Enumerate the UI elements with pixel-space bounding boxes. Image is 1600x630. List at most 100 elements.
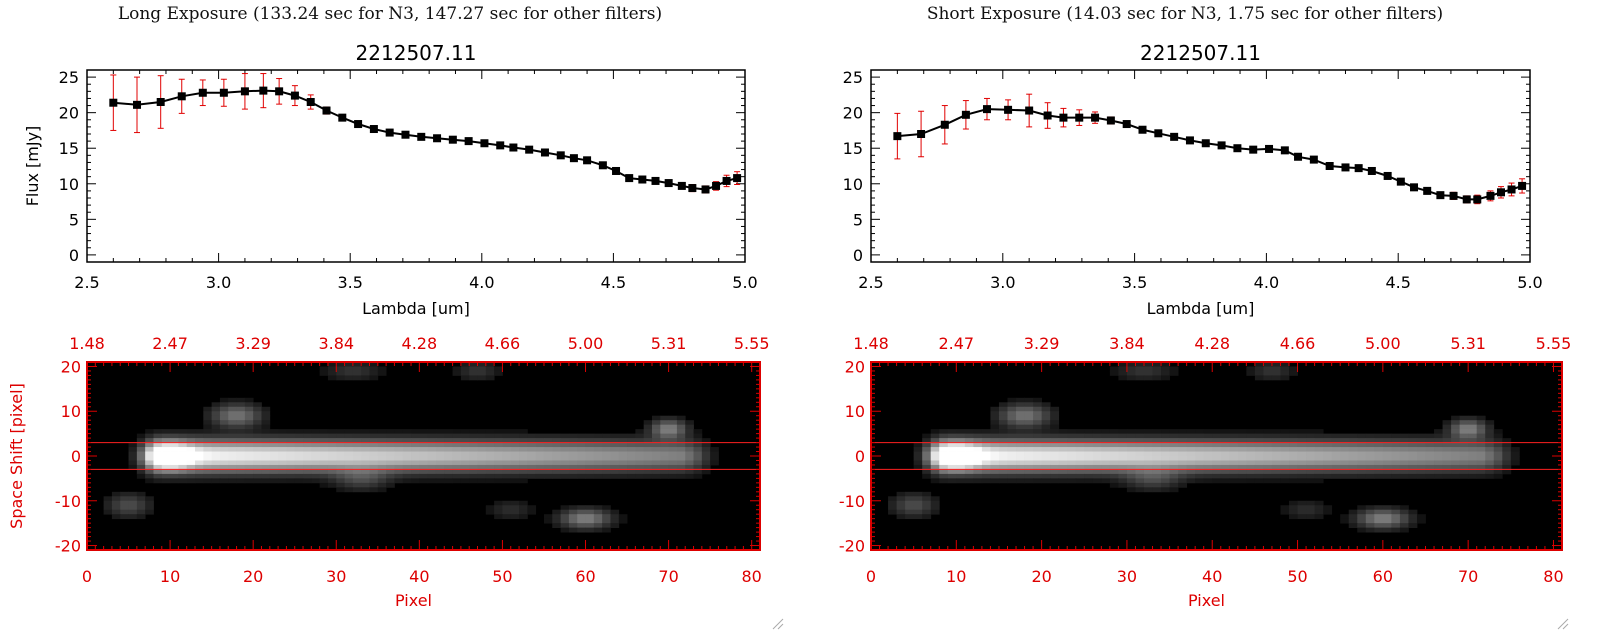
spectrum-title: 2212507.11 <box>1140 41 1261 65</box>
spectrum-plot: 2212507.11 2.5 3.0 3.5 4.0 4.5 5.0 0 5 10 15 20 25 La… <box>23 41 758 318</box>
y-tick-label: 20 <box>845 357 865 376</box>
y-tick-label: -20 <box>839 537 865 556</box>
flux-point <box>133 100 142 109</box>
y-tick-label: 25 <box>843 68 863 87</box>
long-exposure-plots: 2212507.112.5 3.0 3.5 4.0 4.5 5.00510152025La… <box>7 41 770 610</box>
flux-point <box>109 98 118 107</box>
short-exposure-title: Short Exposure (14.03 sec for N3, 1.75 s… <box>926 4 1444 24</box>
x-tick-label: 60 <box>575 567 595 586</box>
flux-point <box>1217 141 1226 150</box>
wavelength-tick-label: 5.00 <box>568 334 604 353</box>
x-tick-label: 0 <box>866 567 876 586</box>
image-pixels <box>103 362 719 533</box>
x-tick-label: 3.5 <box>1122 273 1147 292</box>
y-tick-label: 10 <box>845 402 865 421</box>
flux-point <box>1059 113 1068 122</box>
flux-point <box>1497 188 1506 197</box>
y-tick-label: 0 <box>69 246 79 265</box>
y-tick-label: 0 <box>71 447 81 466</box>
long-exposure-title: Long Exposure (133.24 sec for N3, 147.27… <box>117 4 663 24</box>
wavelength-tick-label: 5.31 <box>1450 334 1486 353</box>
flux-point <box>1354 164 1363 173</box>
wavelength-tick-label: 5.31 <box>651 334 687 353</box>
wavelength-tick-label: 5.00 <box>1365 334 1401 353</box>
flux-point <box>677 181 686 190</box>
x-tick-label: 40 <box>409 567 429 586</box>
flux-point <box>540 148 549 157</box>
x-axis-label: Pixel <box>395 591 432 610</box>
x-tick-label: 3.0 <box>206 273 231 292</box>
x-tick-label: 70 <box>658 567 678 586</box>
flux-point <box>1154 129 1163 138</box>
flux-point <box>1462 195 1471 204</box>
spectrum-axes-frame <box>86 69 746 263</box>
y-tick-label: 15 <box>59 139 79 158</box>
flux-point <box>240 87 249 96</box>
flux-point <box>688 184 697 193</box>
spectrum-plot: 2212507.11 2.5 3.0 3.5 4.0 4.5 5.0 0 5 10 15 20 25 La… <box>843 41 1543 318</box>
x-tick-label: 5.0 <box>732 273 757 292</box>
flux-point <box>290 91 299 100</box>
flux-point <box>338 113 347 122</box>
x-tick-label: 4.5 <box>1385 273 1410 292</box>
y-tick-label: 20 <box>59 104 79 123</box>
flux-point <box>401 130 410 139</box>
x-tick-label: 0 <box>82 567 92 586</box>
x-tick-label: 50 <box>492 567 512 586</box>
resize-grip-icon[interactable] <box>1555 616 1569 630</box>
flux-point <box>177 92 186 101</box>
spectral-image-plot: 0 10 20 30 40 50 60 70 80 1.48 2.47 3.29 3.84 4.28 4.6… <box>839 334 1571 610</box>
flux-point <box>1138 125 1147 134</box>
x-tick-label: 40 <box>1202 567 1222 586</box>
flux-point <box>354 120 363 129</box>
x-tick-label: 80 <box>1543 567 1563 586</box>
wavelength-tick-label: 3.29 <box>1024 334 1060 353</box>
wavelength-tick-label: 1.48 <box>853 334 889 353</box>
long-exposure-panel: Long Exposure (133.24 sec for N3, 147.27… <box>7 4 784 630</box>
flux-point <box>1043 111 1052 120</box>
short-exposure-panel: Short Exposure (14.03 sec for N3, 1.75 s… <box>800 0 1600 630</box>
flux-point <box>156 98 165 106</box>
flux-point <box>1075 113 1084 122</box>
x-tick-label: 30 <box>1117 567 1137 586</box>
flux-point <box>1436 191 1445 200</box>
flux-point <box>1185 136 1194 145</box>
flux-point <box>982 105 991 114</box>
flux-point <box>638 175 647 184</box>
flux-point <box>1201 139 1210 148</box>
x-tick-label: 20 <box>1031 567 1051 586</box>
flux-point <box>1410 183 1419 192</box>
y-tick-label: -10 <box>839 492 865 511</box>
flux-point <box>464 137 473 146</box>
flux-point <box>219 88 228 97</box>
flux-point <box>1507 185 1516 194</box>
x-tick-label: 4.0 <box>1254 273 1279 292</box>
flux-point <box>625 174 634 183</box>
x-tick-label: 50 <box>1287 567 1307 586</box>
y-tick-label: 5 <box>69 210 79 229</box>
y-tick-label: 25 <box>59 68 79 87</box>
resize-grip-icon[interactable] <box>770 616 784 630</box>
wavelength-tick-label: 3.29 <box>235 334 271 353</box>
flux-point <box>598 161 607 170</box>
x-axis-label: Lambda [um] <box>362 299 470 318</box>
flux-point <box>385 128 394 137</box>
flux-point <box>940 120 949 129</box>
flux-point <box>1309 155 1318 164</box>
y-axis-label: Space Shift [pixel] <box>7 383 26 529</box>
flux-point <box>583 156 592 165</box>
flux-point <box>322 106 331 115</box>
x-tick-label: 10 <box>946 567 966 586</box>
flux-point <box>893 132 902 141</box>
y-tick-label: -20 <box>55 537 81 556</box>
flux-point <box>612 166 621 175</box>
flux-point <box>1004 105 1013 114</box>
wavelength-tick-label: 4.28 <box>402 334 438 353</box>
wavelength-tick-label: 1.48 <box>69 334 105 353</box>
flux-point <box>259 86 268 95</box>
y-tick-label: 0 <box>855 447 865 466</box>
flux-point <box>198 88 207 97</box>
x-tick-label: 4.0 <box>469 273 494 292</box>
spectral-image-plot: 0 10 20 30 40 50 60 70 80 1.48 2.47 3.29 3.84 4.28 4.6… <box>7 334 770 610</box>
flux-point <box>1280 146 1289 155</box>
